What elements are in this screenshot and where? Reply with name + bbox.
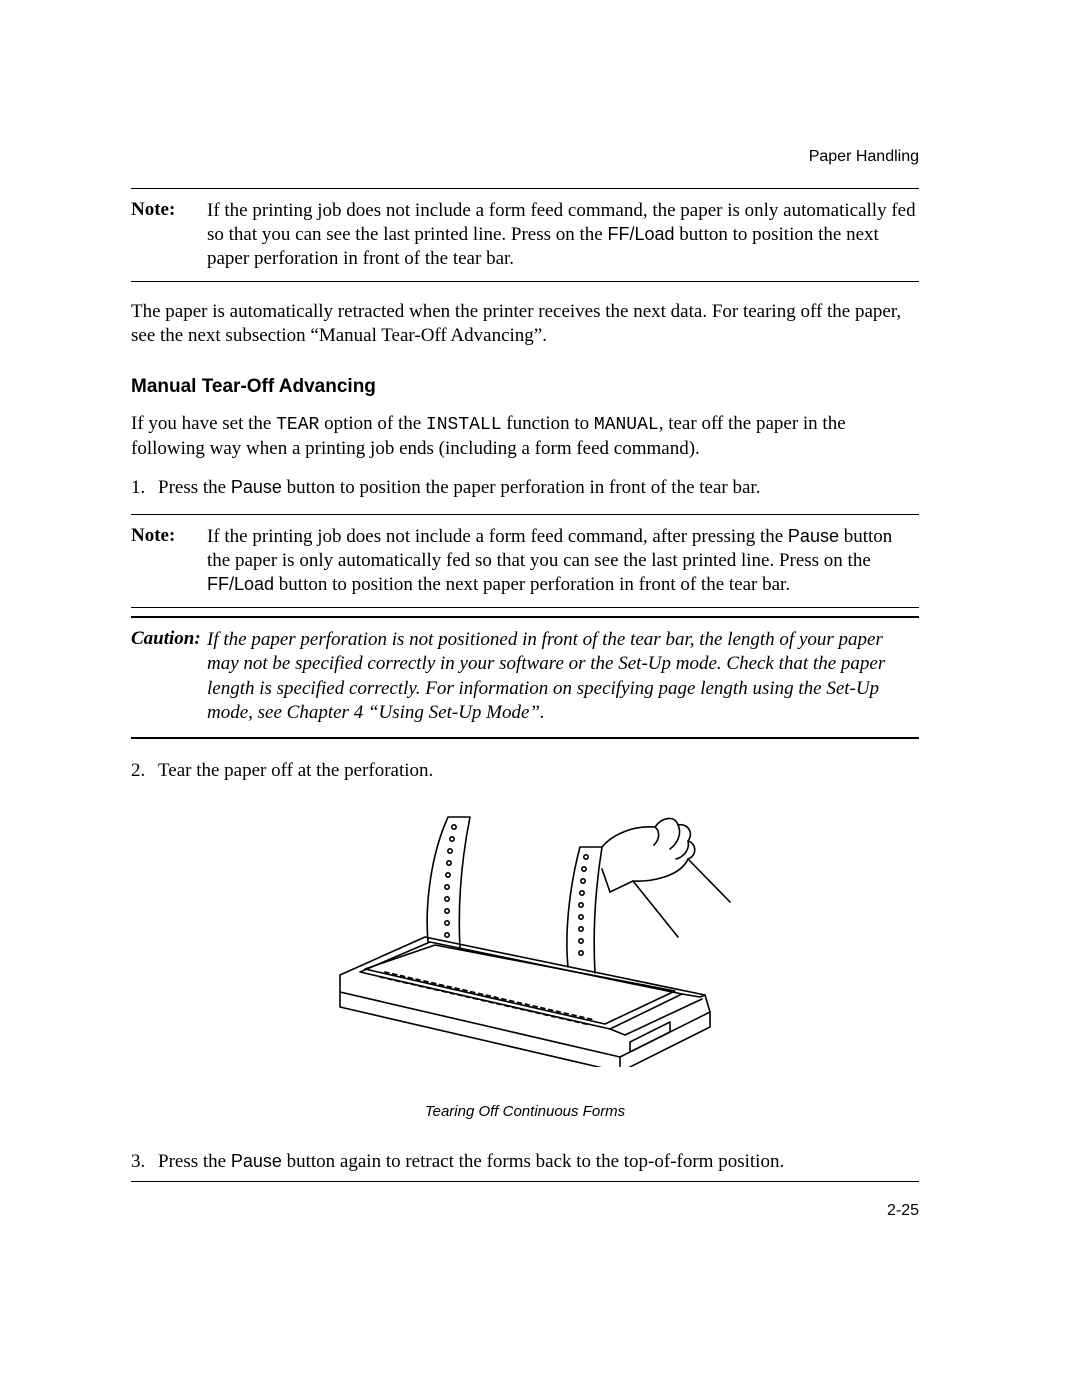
ordered-list: 1. Press the Pause button to position th… — [131, 476, 919, 500]
ordered-list-cont: 2. Tear the paper off at the perforation… — [131, 759, 919, 783]
rule-footer — [131, 1181, 919, 1182]
intro-before: If you have set the — [131, 413, 276, 434]
rule-bottom-caution — [131, 737, 919, 739]
step2-num: 2. — [131, 759, 158, 783]
page-content: Paper Handling Note: If the printing job… — [131, 148, 919, 1220]
step1-body: Press the Pause button to position the p… — [158, 476, 919, 500]
running-header: Paper Handling — [131, 148, 919, 166]
step-1: 1. Press the Pause button to position th… — [131, 476, 919, 500]
note2-t1: If the printing job does not include a f… — [207, 526, 788, 547]
step3-after: button again to retract the forms back t… — [282, 1151, 784, 1172]
section-heading: Manual Tear-Off Advancing — [131, 376, 919, 398]
note-block-1: Note: If the printing job does not inclu… — [131, 189, 919, 281]
intro-install: INSTALL — [426, 415, 502, 435]
note2-t3: button to position the next paper perfor… — [274, 574, 790, 595]
note2-body: If the printing job does not include a f… — [207, 525, 919, 597]
para-after-note1: The paper is automatically retracted whe… — [131, 300, 919, 349]
caution-body: If the paper perforation is not position… — [207, 628, 919, 725]
caution-block: Caution: If the paper perforation is not… — [131, 618, 919, 737]
intro-manual: MANUAL — [594, 415, 659, 435]
intro-tear: TEAR — [276, 415, 319, 435]
figure-printer — [131, 797, 919, 1067]
page-number: 2-25 — [131, 1202, 919, 1220]
intro-para: If you have set the TEAR option of the I… — [131, 412, 919, 461]
note2-label: Note: — [131, 525, 207, 597]
note1-body: If the printing job does not include a f… — [207, 199, 919, 271]
step3-before: Press the — [158, 1151, 231, 1172]
intro-mid1: option of the — [319, 413, 426, 434]
step3-num: 3. — [131, 1150, 158, 1174]
step1-num: 1. — [131, 476, 158, 500]
step3-body: Press the Pause button again to retract … — [158, 1150, 919, 1174]
step3-pause: Pause — [231, 1151, 282, 1171]
caution-label: Caution: — [131, 628, 207, 725]
step-3: 3. Press the Pause button again to retra… — [131, 1150, 919, 1174]
note2-pause: Pause — [788, 526, 839, 546]
intro-mid2: function to — [502, 413, 594, 434]
note1-button-ffload: FF/Load — [608, 224, 675, 244]
step2-body: Tear the paper off at the perforation. — [158, 759, 919, 783]
ordered-list-cont2: 3. Press the Pause button again to retra… — [131, 1150, 919, 1174]
figure-caption: Tearing Off Continuous Forms — [131, 1103, 919, 1120]
note1-label: Note: — [131, 199, 207, 271]
rule-bottom-note1 — [131, 281, 919, 282]
step1-after: button to position the paper perforation… — [282, 477, 761, 498]
note2-ffload: FF/Load — [207, 574, 274, 594]
step1-pause: Pause — [231, 477, 282, 497]
printer-illustration-icon — [310, 797, 740, 1067]
step-2: 2. Tear the paper off at the perforation… — [131, 759, 919, 783]
note-block-2: Note: If the printing job does not inclu… — [131, 515, 919, 607]
step1-before: Press the — [158, 477, 231, 498]
